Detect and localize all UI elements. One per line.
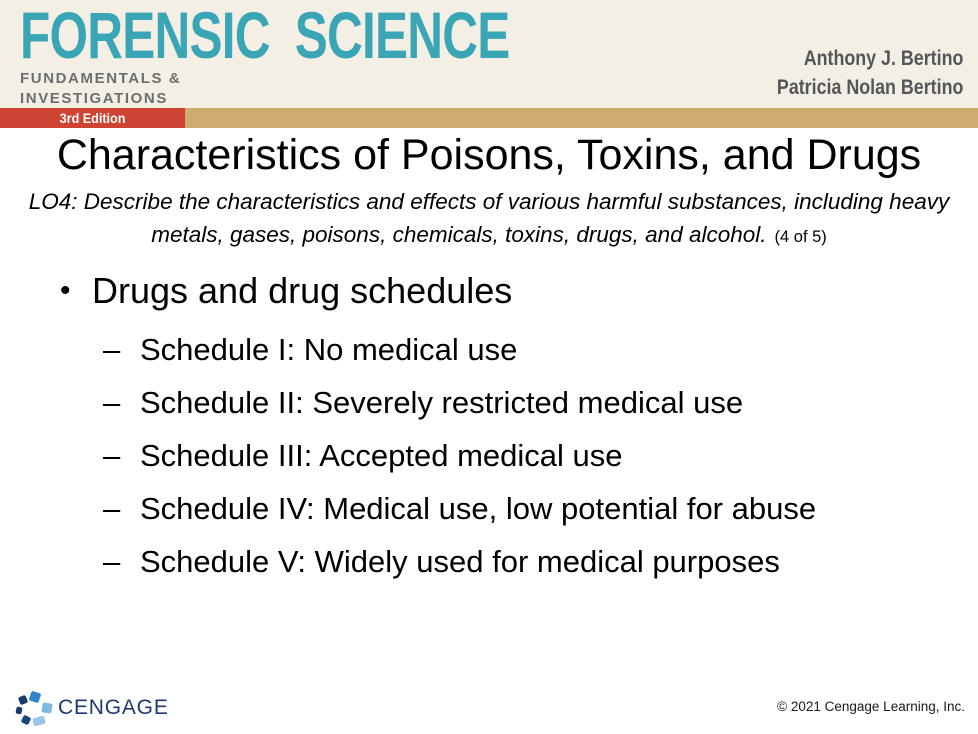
sub-bullet-list: – Schedule I: No medical use – Schedule …: [0, 331, 978, 581]
bullet-text: Drugs and drug schedules: [92, 270, 513, 311]
sub-bullet-item: – Schedule III: Accepted medical use: [103, 437, 978, 475]
sub-bullet-text: Schedule II: Severely restricted medical…: [140, 385, 744, 420]
author-name: Patricia Nolan Bertino: [776, 76, 963, 99]
logo-shape: [28, 690, 42, 704]
dash-icon: –: [103, 385, 121, 420]
sub-bullet-item: – Schedule II: Severely restricted medic…: [103, 384, 978, 422]
logo-shape: [15, 706, 23, 715]
objective-line-2-text: metals, gases, poisons, chemicals, toxin…: [151, 222, 767, 247]
bullet-item: • Drugs and drug schedules: [60, 268, 978, 314]
sub-bullet-text: Schedule IV: Medical use, low potential …: [140, 491, 817, 526]
author-name: Anthony J. Bertino: [803, 47, 963, 70]
logo-shape: [20, 714, 32, 726]
title-section: Characteristics of Poisons, Toxins, and …: [0, 128, 978, 254]
logo-shape: [17, 694, 29, 706]
page-title: Characteristics of Poisons, Toxins, and …: [56, 131, 922, 179]
objective-line-2: metals, gases, poisons, chemicals, toxin…: [0, 218, 978, 254]
brand-subtitle-line2: INVESTIGATIONS: [20, 89, 168, 107]
dash-icon: –: [103, 491, 121, 526]
cengage-logo: CENGAGE: [15, 690, 169, 727]
sub-bullet-text: Schedule I: No medical use: [140, 332, 518, 367]
logo-shape: [32, 715, 46, 727]
edition-label: 3rd Edition: [59, 110, 126, 126]
sub-bullet-item: – Schedule V: Widely used for medical pu…: [103, 543, 978, 581]
dash-icon: –: [103, 332, 121, 367]
authors-block: Anthony J. Bertino Patricia Nolan Bertin…: [777, 44, 963, 102]
header-banner: FORENSIC SCIENCE FUNDAMENTALS & INVESTIG…: [0, 0, 978, 108]
brand-title: FORENSIC SCIENCE: [20, 0, 510, 72]
sub-bullet-item: – Schedule IV: Medical use, low potentia…: [103, 490, 978, 528]
slide-body: • Drugs and drug schedules – Schedule I:…: [0, 268, 978, 596]
objective-pagination: (4 of 5): [774, 228, 827, 246]
sub-bullet-item: – Schedule I: No medical use: [103, 331, 978, 369]
forensic-science-logo: FORENSIC SCIENCE FUNDAMENTALS & INVESTIG…: [20, 2, 673, 108]
dash-icon: –: [103, 544, 121, 579]
brand-subtitle-line1: FUNDAMENTALS &: [20, 70, 182, 87]
objective-line-1: LO4: Describe the characteristics and ef…: [28, 189, 950, 214]
edition-banner: 3rd Edition: [0, 108, 185, 128]
sub-bullet-text: Schedule III: Accepted medical use: [140, 438, 623, 473]
bullet-icon: •: [60, 274, 71, 307]
edition-band: 3rd Edition: [0, 108, 978, 128]
sub-bullet-text: Schedule V: Widely used for medical purp…: [140, 544, 780, 579]
dash-icon: –: [103, 438, 121, 473]
tan-band: [185, 108, 978, 128]
logo-shape: [41, 702, 53, 714]
cengage-pinwheel-icon: [15, 690, 53, 727]
cengage-wordmark: CENGAGE: [58, 696, 169, 719]
learning-objective: LO4: Describe the characteristics and ef…: [0, 185, 978, 254]
copyright-text: © 2021 Cengage Learning, Inc.: [777, 699, 965, 714]
